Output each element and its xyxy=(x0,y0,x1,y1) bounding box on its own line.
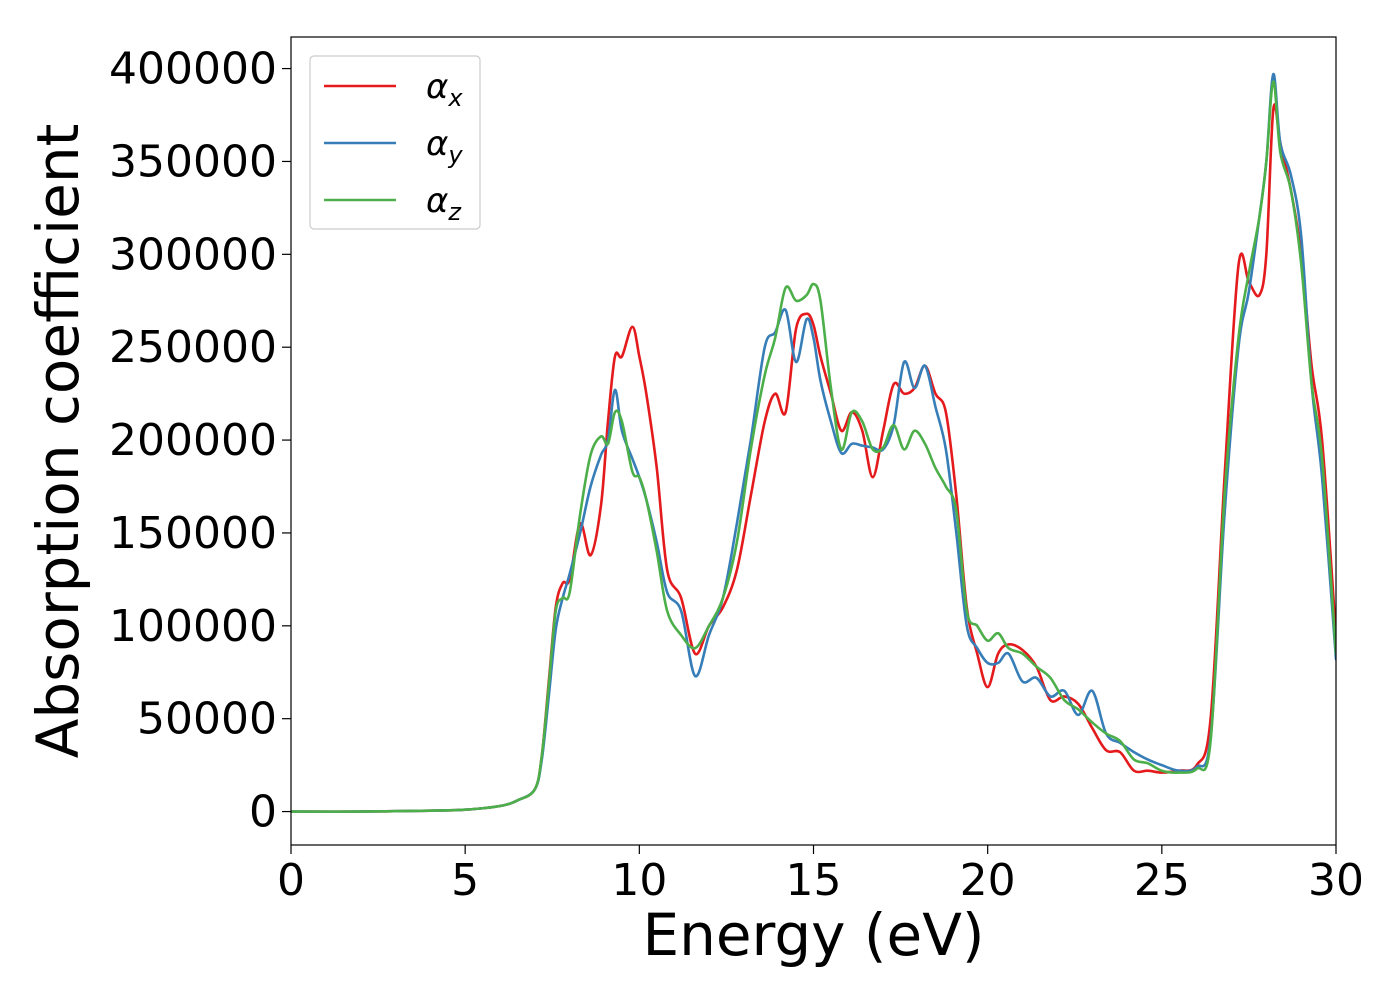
x-tick-label: 10 xyxy=(611,855,667,906)
y-tick-label: 150000 xyxy=(109,508,277,559)
y-tick-label: 200000 xyxy=(109,415,277,466)
y-tick-label: 250000 xyxy=(109,322,277,373)
legend-label-y: αy xyxy=(426,124,463,169)
x-tick-label: 5 xyxy=(451,855,479,906)
legend-label-symbol: α xyxy=(426,124,448,164)
x-tick-label: 15 xyxy=(786,855,842,906)
x-tick-label: 25 xyxy=(1134,855,1190,906)
y-tick-label: 0 xyxy=(249,787,277,838)
y-tick-label: 50000 xyxy=(137,694,277,745)
x-tick-label: 30 xyxy=(1308,855,1364,906)
x-tick-label: 0 xyxy=(277,855,305,906)
legend-label-subscript: x xyxy=(447,84,463,112)
legend-label-symbol: α xyxy=(426,181,448,221)
legend-label-z: αz xyxy=(426,181,462,226)
series-line-z xyxy=(291,80,1336,813)
legend-label-symbol: α xyxy=(426,67,448,107)
y-axis-ticks: 0 50000 100000 150000 200000 250000 300000 3500… xyxy=(109,44,291,838)
x-axis-ticks: 0 5 10 15 20 25 30 xyxy=(277,845,1364,906)
x-axis-label: Energy (eV) xyxy=(642,901,984,969)
y-axis-label: Absorption coefficient xyxy=(24,124,92,759)
y-tick-label: 400000 xyxy=(109,44,277,95)
legend-label-subscript: z xyxy=(447,198,462,226)
y-tick-label: 300000 xyxy=(109,229,277,280)
series-layer xyxy=(291,72,1336,813)
legend-label-subscript: y xyxy=(447,141,463,169)
legend-label-x: αx xyxy=(426,67,463,112)
y-tick-label: 100000 xyxy=(109,601,277,652)
x-tick-label: 20 xyxy=(960,855,1016,906)
y-tick-label: 350000 xyxy=(109,136,277,187)
